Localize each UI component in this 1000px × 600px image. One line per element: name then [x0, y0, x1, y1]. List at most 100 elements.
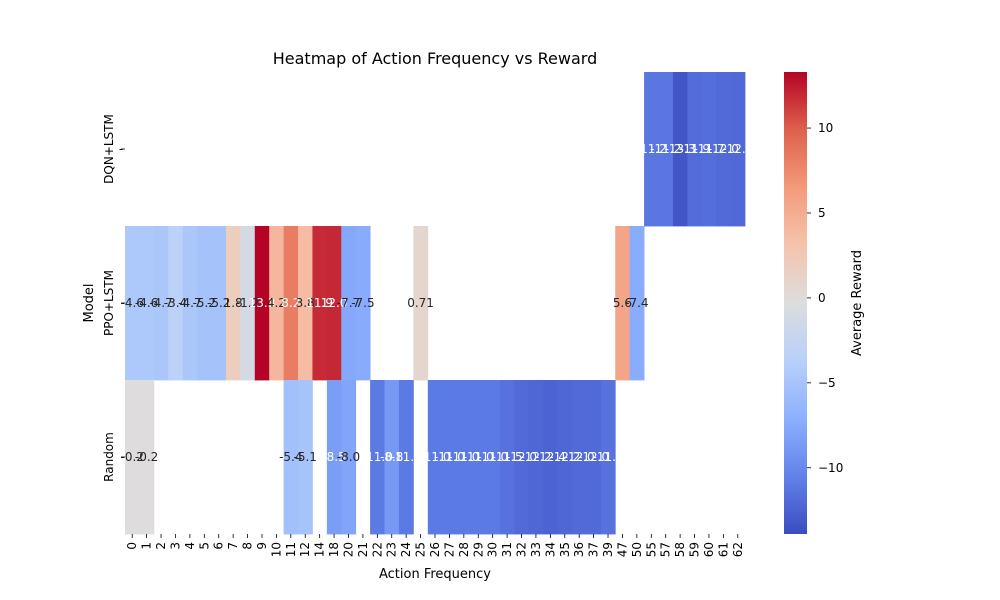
- heatmap-cell: [283, 380, 299, 535]
- heatmap-cell: [716, 72, 731, 227]
- heatmap-cell: [326, 380, 342, 535]
- heatmap-cell: [312, 226, 328, 381]
- x-tick-label: 3: [168, 542, 182, 550]
- x-tick-label: 62: [731, 542, 745, 557]
- x-tick-label: 21: [356, 542, 370, 557]
- heatmap-cell: [326, 226, 342, 381]
- x-tick-label: 8: [241, 542, 255, 550]
- y-axis: DQN+LSTM - PPO+LSTM Random: [102, 114, 125, 482]
- cell-value-label: -1.2: [236, 296, 259, 310]
- cell-value-label: 11.9: [306, 296, 333, 310]
- y-tick-label: Random: [102, 432, 116, 482]
- cell-value-label: -5.2: [207, 296, 230, 310]
- heatmap-cell: [283, 226, 299, 381]
- heatmap-cell: [341, 226, 357, 381]
- cell-value-label: -0.2: [135, 450, 158, 464]
- x-tick-label: 32: [515, 542, 529, 557]
- x-tick-label: 12: [298, 542, 312, 557]
- x-tick-label: 60: [702, 542, 716, 557]
- cell-value-label: 1.8: [224, 296, 243, 310]
- x-tick-label: 36: [572, 542, 586, 557]
- heatmap-cells: [125, 72, 746, 535]
- x-tick-label: 61: [716, 542, 730, 557]
- heatmap-cell: [557, 380, 573, 535]
- x-tick-label: 37: [587, 542, 601, 557]
- chart-title: Heatmap of Action Frequency vs Reward: [273, 49, 598, 68]
- cell-value-label: -11.0: [362, 450, 393, 464]
- heatmap-cell: [672, 72, 688, 227]
- cell-value-label: -4.7: [149, 296, 172, 310]
- x-tick-label: 25: [414, 542, 428, 557]
- heatmap-cell: [442, 380, 458, 535]
- cell-value-label: -12.0: [506, 450, 537, 464]
- heatmap-cell: [211, 226, 227, 381]
- colorbar: −10 −5 0 5 10: [784, 72, 843, 534]
- cell-value-label: 12.0: [321, 296, 348, 310]
- x-tick-label: 24: [399, 542, 413, 557]
- x-tick-label: 0: [125, 542, 139, 550]
- cell-value-label: -11.0: [419, 450, 450, 464]
- cell-value-label: -13.3: [665, 142, 696, 156]
- heatmap-cell: [139, 226, 155, 381]
- cell-value-label: -12.0: [578, 450, 609, 464]
- heatmap-cell: [615, 226, 631, 381]
- cell-value-label: -3.4: [164, 296, 187, 310]
- x-tick-label: 20: [341, 542, 355, 557]
- cell-value-label: -12.0: [564, 450, 595, 464]
- colorbar-tick-label: 0: [818, 291, 826, 305]
- cell-value-label: -11.5: [492, 450, 523, 464]
- x-tick-label: 57: [659, 542, 673, 557]
- heatmap-cell: [384, 380, 400, 535]
- heatmap-cell-labels: -11.2-11.2-13.3-11.9-11.7-12.0-12.1-4.6-…: [120, 142, 753, 464]
- y-axis-label: Model: [82, 283, 97, 322]
- cell-value-label: -12.2: [549, 450, 580, 464]
- cell-value-label: -0.2: [120, 450, 143, 464]
- heatmap-cell: [485, 380, 501, 535]
- heatmap-cell: [600, 380, 616, 535]
- colorbar-label: Average Reward: [850, 250, 865, 356]
- heatmap-cell: [398, 380, 414, 535]
- heatmap-cell: [644, 72, 659, 227]
- x-tick-label: 23: [385, 542, 399, 557]
- heatmap-cell: [298, 380, 313, 535]
- heatmap-cell: [341, 380, 357, 535]
- cell-value-label: -11.9: [679, 142, 710, 156]
- x-tick-label: 34: [543, 542, 557, 557]
- colorbar-tick-label: −10: [818, 461, 843, 475]
- heatmap-cell: [370, 380, 385, 535]
- heatmap-cell: [225, 226, 241, 381]
- heatmap-cell: [139, 380, 155, 535]
- cell-value-label: -11.0: [434, 450, 465, 464]
- x-tick-label: 14: [313, 542, 327, 557]
- heatmap-cell: [298, 226, 313, 381]
- heatmap-cell: [629, 226, 645, 381]
- cell-value-label: -4.7: [178, 296, 201, 310]
- cell-value-label: -8.8: [380, 450, 403, 464]
- heatmap-cell: [499, 380, 515, 535]
- heatmap-cell: [528, 380, 544, 535]
- heatmap-cell: [427, 380, 443, 535]
- colorbar-gradient: [784, 72, 807, 534]
- x-tick-label: 47: [615, 542, 629, 557]
- cell-value-label: -12.1: [722, 142, 753, 156]
- x-tick-label: 58: [673, 542, 687, 557]
- x-tick-label: 1: [140, 542, 154, 550]
- cell-value-label: -11.0: [391, 450, 422, 464]
- x-tick-label: 4: [183, 542, 197, 550]
- heatmap-cell: [240, 226, 256, 381]
- cell-value-label: -11.5: [592, 450, 623, 464]
- heatmap-cell: [730, 72, 746, 227]
- heatmap-cell: [269, 226, 285, 381]
- cell-value-label: 0.71: [407, 296, 434, 310]
- heatmap-cell: [586, 380, 602, 535]
- cell-value-label: -11.0: [477, 450, 508, 464]
- x-tick-label: 30: [486, 542, 500, 557]
- cell-value-label: -5.2: [193, 296, 216, 310]
- cell-value-label: -4.6: [135, 296, 158, 310]
- cell-value-label: -11.2: [650, 142, 681, 156]
- x-tick-label: 22: [370, 542, 384, 557]
- heatmap-cell: [571, 380, 587, 535]
- colorbar-tick-label: 10: [818, 121, 833, 135]
- x-tick-label: 31: [500, 542, 514, 557]
